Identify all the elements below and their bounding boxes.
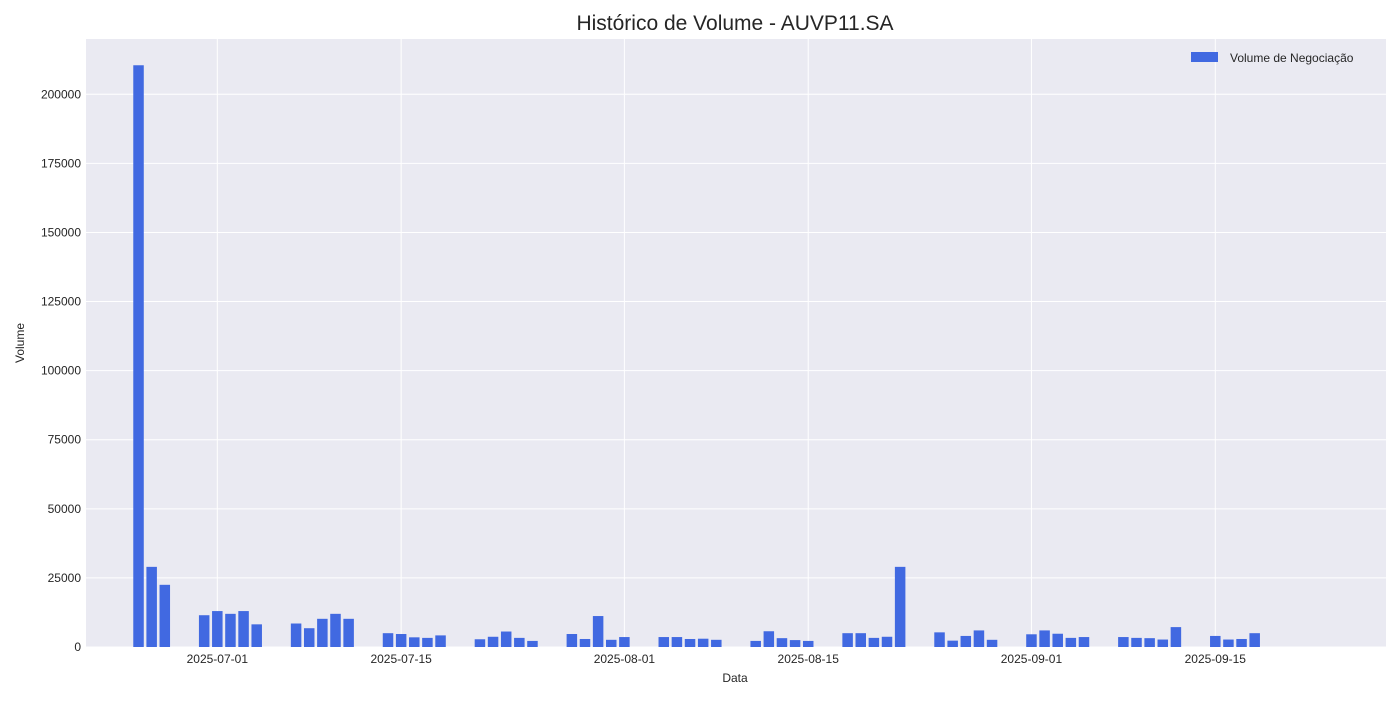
volume-bar: [658, 637, 670, 647]
x-tick-labels: 2025-07-01 2025-07-15 2025-08-01 2025-08-15…: [187, 652, 1247, 666]
volume-bar: [395, 634, 407, 647]
volume-bar: [303, 628, 315, 647]
volume-bar: [500, 631, 512, 647]
x-tick-label: 2025-07-01: [187, 652, 249, 666]
volume-bar: [409, 637, 420, 647]
volume-bar: [422, 637, 433, 647]
volume-bar: [711, 639, 722, 647]
volume-bar: [1052, 633, 1063, 647]
volume-bar: [1131, 637, 1142, 647]
volume-bar: [776, 638, 788, 647]
volume-bar: [474, 639, 486, 647]
y-tick-label: 50000: [48, 502, 82, 516]
volume-bar: [868, 637, 880, 647]
plot-area: [86, 39, 1386, 647]
volume-bar: [619, 637, 630, 647]
legend: Volume de Negociação: [1191, 51, 1354, 65]
volume-bar: [750, 640, 761, 647]
volume-bar: [330, 613, 341, 647]
volume-bar: [317, 618, 328, 647]
volume-bar: [1170, 627, 1182, 647]
volume-bar: [934, 632, 945, 647]
chart-title: Histórico de Volume - AUVP11.SA: [576, 12, 893, 35]
volume-bar: [802, 640, 814, 647]
volume-bar: [881, 636, 893, 647]
volume-bar: [1236, 638, 1247, 647]
volume-bar: [212, 611, 223, 647]
legend-label: Volume de Negociação: [1230, 51, 1354, 65]
x-tick-label: 2025-08-01: [594, 652, 656, 666]
volume-bar: [684, 638, 696, 647]
volume-bar: [435, 635, 446, 647]
volume-bar: [566, 634, 578, 647]
y-tick-label: 0: [74, 640, 81, 654]
bars: [133, 65, 1260, 648]
volume-bar: [290, 623, 302, 647]
volume-bar: [251, 624, 262, 647]
volume-bar: [343, 618, 354, 647]
volume-bar: [697, 638, 709, 647]
volume-bar: [1065, 637, 1077, 647]
volume-bar: [1157, 639, 1169, 647]
volume-bar: [606, 639, 617, 647]
volume-bar: [1039, 630, 1050, 647]
y-tick-label: 75000: [48, 433, 82, 447]
volume-bar: [238, 611, 249, 647]
y-tick-labels: 0 25000 50000 75000 100000 125000 150000 175000…: [41, 87, 81, 654]
volume-bar: [487, 636, 499, 647]
volume-bar: [1223, 639, 1234, 647]
y-tick-label: 125000: [41, 295, 81, 309]
volume-bar: [894, 566, 906, 647]
volume-bar: [671, 637, 683, 647]
volume-bar: [527, 640, 538, 647]
y-tick-label: 100000: [41, 364, 81, 378]
volume-bar: [1118, 637, 1129, 647]
volume-bar: [225, 613, 236, 647]
volume-bar: [198, 615, 210, 647]
volume-bar: [960, 635, 972, 647]
volume-bar: [579, 638, 591, 647]
volume-bar: [973, 630, 985, 647]
volume-bar: [789, 640, 801, 647]
volume-bar: [133, 65, 144, 648]
volume-bar: [855, 633, 866, 647]
x-tick-label: 2025-09-01: [1001, 652, 1063, 666]
y-tick-label: 200000: [41, 87, 81, 101]
volume-bar: [514, 637, 525, 647]
volume-bar: [1144, 638, 1155, 647]
x-tick-label: 2025-08-15: [778, 652, 840, 666]
y-tick-label: 150000: [41, 225, 81, 239]
volume-bar: [1210, 635, 1221, 647]
volume-bar: [763, 631, 775, 647]
volume-bar: [842, 633, 853, 647]
x-axis-label: Data: [722, 671, 748, 685]
volume-bar: [1026, 634, 1037, 647]
volume-bar: [947, 640, 958, 647]
volume-bar: [159, 584, 171, 647]
x-tick-label: 2025-07-15: [370, 652, 432, 666]
y-tick-label: 175000: [41, 156, 81, 170]
grid-lines: [86, 39, 1386, 648]
volume-bar: [382, 633, 394, 647]
volume-bar: [146, 566, 157, 647]
volume-bar: [592, 616, 604, 647]
legend-swatch: [1191, 52, 1218, 62]
y-tick-label: 25000: [48, 571, 82, 585]
volume-bar: [1078, 637, 1090, 647]
y-axis-label: Volume: [13, 323, 27, 363]
volume-bar: [1249, 633, 1260, 647]
volume-bar: [986, 639, 998, 647]
x-tick-label: 2025-09-15: [1185, 652, 1247, 666]
